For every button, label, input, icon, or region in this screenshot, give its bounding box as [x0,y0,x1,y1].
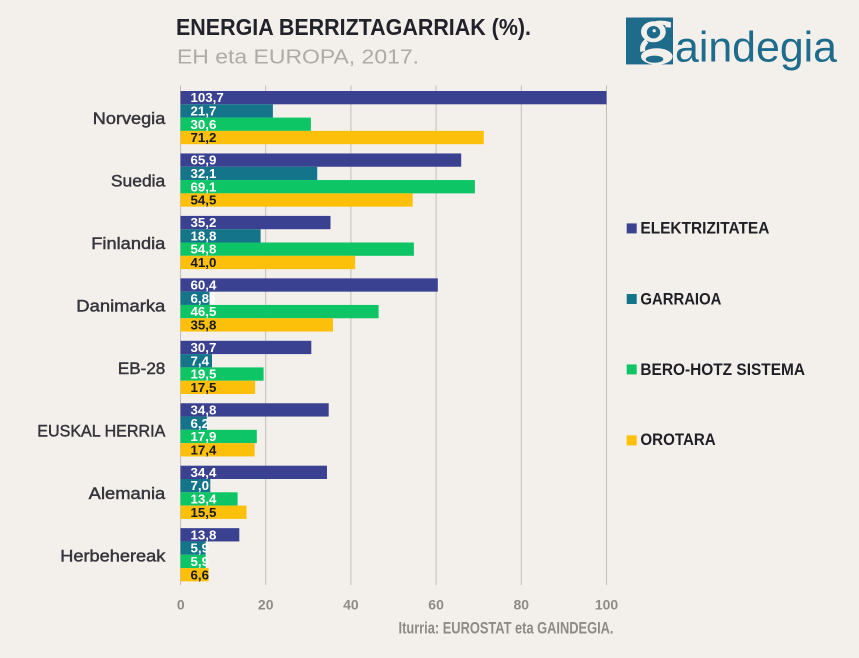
svg-text:EUSKAL HERRIA: EUSKAL HERRIA [37,422,165,440]
svg-text:20: 20 [258,597,274,613]
svg-text:13,4: 13,4 [191,492,217,507]
svg-text:65,9: 65,9 [191,153,217,168]
svg-text:Herbehereak: Herbehereak [60,547,166,565]
svg-text:34,4: 34,4 [191,465,217,480]
svg-text:71,2: 71,2 [191,130,217,145]
svg-text:Suedia: Suedia [111,173,166,191]
svg-text:EH eta EUROPA, 2017.: EH eta EUROPA, 2017. [177,47,419,69]
svg-text:35,2: 35,2 [191,215,217,230]
svg-text:aindegia: aindegia [675,24,837,72]
svg-text:41,0: 41,0 [191,255,217,270]
svg-text:100: 100 [595,597,619,613]
svg-text:6,8: 6,8 [191,291,210,306]
svg-text:7,4: 7,4 [191,353,210,368]
svg-text:EB-28: EB-28 [118,360,165,378]
svg-text:17,4: 17,4 [191,442,217,457]
svg-text:40: 40 [343,597,359,613]
svg-text:103,7: 103,7 [191,90,224,105]
svg-text:OROTARA: OROTARA [640,431,715,449]
svg-text:ELEKTRIZITATEA: ELEKTRIZITATEA [640,220,769,238]
svg-text:34,8: 34,8 [191,402,217,417]
svg-text:30,7: 30,7 [191,340,217,355]
svg-text:54,5: 54,5 [191,193,217,208]
svg-text:BERO-HOTZ SISTEMA: BERO-HOTZ SISTEMA [640,361,805,379]
svg-text:18,8: 18,8 [191,228,217,243]
svg-text:46,5: 46,5 [191,304,217,319]
svg-text:6,6: 6,6 [191,567,210,582]
svg-text:30,6: 30,6 [191,117,217,132]
svg-text:5,9: 5,9 [191,554,210,569]
svg-text:GARRAIOA: GARRAIOA [640,290,721,308]
svg-text:60: 60 [428,597,444,613]
svg-text:Danimarka: Danimarka [76,298,166,316]
svg-text:5,9: 5,9 [191,541,210,556]
svg-text:54,8: 54,8 [191,242,217,257]
svg-text:32,1: 32,1 [191,166,217,181]
svg-text:13,8: 13,8 [191,527,217,542]
svg-text:Finlandia: Finlandia [91,235,166,253]
svg-text:60,4: 60,4 [191,278,217,293]
svg-text:6,2: 6,2 [191,416,210,431]
svg-text:35,8: 35,8 [191,317,217,332]
svg-text:Iturria: EUROSTAT eta GAINDEGI: Iturria: EUROSTAT eta GAINDEGIA. [399,620,614,638]
svg-text:Norvegia: Norvegia [93,110,166,128]
svg-text:21,7: 21,7 [191,104,217,119]
svg-text:7,0: 7,0 [191,478,210,493]
svg-text:69,1: 69,1 [191,179,217,194]
svg-text:17,9: 17,9 [191,429,217,444]
svg-text:Alemania: Alemania [89,485,167,503]
svg-text:0: 0 [177,597,185,613]
svg-text:80: 80 [514,597,530,613]
svg-text:ENERGIA BERRIZTAGARRIAK (%).: ENERGIA BERRIZTAGARRIAK (%). [176,14,531,40]
svg-text:17,5: 17,5 [191,380,217,395]
svg-text:15,5: 15,5 [191,505,217,520]
svg-text:19,5: 19,5 [191,367,217,382]
